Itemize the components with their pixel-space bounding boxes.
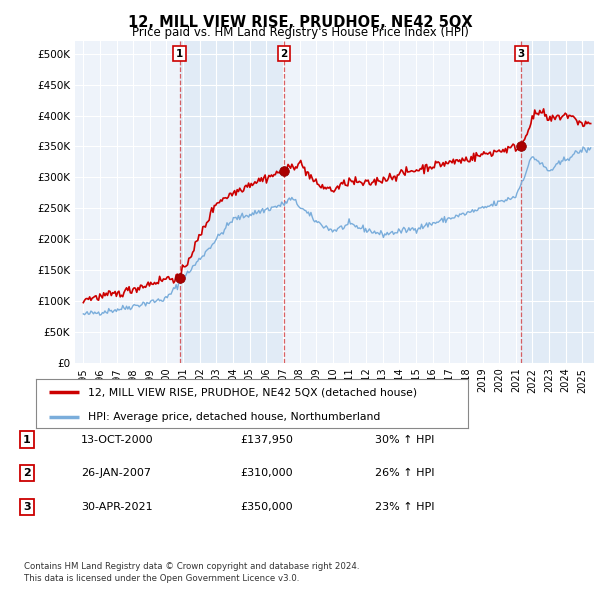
Text: 2: 2: [280, 48, 288, 58]
Text: 1: 1: [176, 48, 183, 58]
Text: 30-APR-2021: 30-APR-2021: [81, 502, 152, 512]
Text: 12, MILL VIEW RISE, PRUDHOE, NE42 5QX: 12, MILL VIEW RISE, PRUDHOE, NE42 5QX: [128, 15, 472, 30]
Bar: [521, 41, 594, 363]
Text: 26% ↑ HPI: 26% ↑ HPI: [375, 468, 434, 478]
Text: Price paid vs. HM Land Registry's House Price Index (HPI): Price paid vs. HM Land Registry's House …: [131, 26, 469, 39]
Text: Contains HM Land Registry data © Crown copyright and database right 2024.: Contains HM Land Registry data © Crown c…: [24, 562, 359, 571]
Text: £137,950: £137,950: [240, 435, 293, 444]
Text: 3: 3: [23, 502, 31, 512]
Text: HPI: Average price, detached house, Northumberland: HPI: Average price, detached house, Nort…: [88, 412, 380, 422]
Bar: [179, 41, 284, 363]
Text: £310,000: £310,000: [240, 468, 293, 478]
Text: 12, MILL VIEW RISE, PRUDHOE, NE42 5QX (detached house): 12, MILL VIEW RISE, PRUDHOE, NE42 5QX (d…: [88, 387, 417, 397]
Text: 13-OCT-2000: 13-OCT-2000: [81, 435, 154, 444]
Text: 26-JAN-2007: 26-JAN-2007: [81, 468, 151, 478]
Text: 1: 1: [23, 435, 31, 444]
Text: 23% ↑ HPI: 23% ↑ HPI: [375, 502, 434, 512]
Text: £350,000: £350,000: [240, 502, 293, 512]
Text: 30% ↑ HPI: 30% ↑ HPI: [375, 435, 434, 444]
Text: 2: 2: [23, 468, 31, 478]
Text: This data is licensed under the Open Government Licence v3.0.: This data is licensed under the Open Gov…: [24, 574, 299, 583]
Text: 3: 3: [518, 48, 525, 58]
